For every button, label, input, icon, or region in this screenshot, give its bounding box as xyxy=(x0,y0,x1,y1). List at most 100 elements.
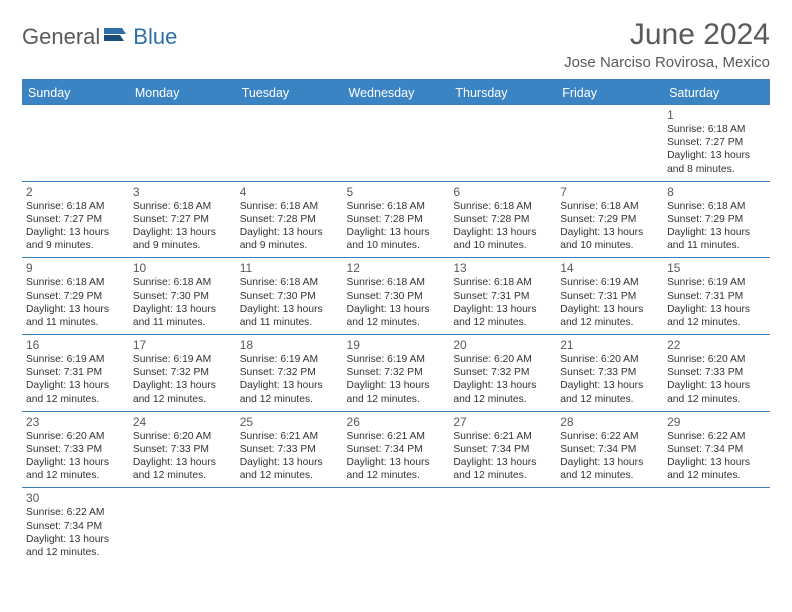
day-info: Sunrise: 6:19 AMSunset: 7:31 PMDaylight:… xyxy=(667,276,766,329)
day-number: 16 xyxy=(26,338,125,352)
day-info: Sunrise: 6:22 AMSunset: 7:34 PMDaylight:… xyxy=(560,430,659,483)
calendar-cell: 23Sunrise: 6:20 AMSunset: 7:33 PMDayligh… xyxy=(22,411,129,488)
brand-text-1: General xyxy=(22,24,100,50)
calendar-cell: 1Sunrise: 6:18 AMSunset: 7:27 PMDaylight… xyxy=(663,105,770,181)
calendar-row: 30Sunrise: 6:22 AMSunset: 7:34 PMDayligh… xyxy=(22,488,770,564)
calendar-cell: 29Sunrise: 6:22 AMSunset: 7:34 PMDayligh… xyxy=(663,411,770,488)
day-info: Sunrise: 6:18 AMSunset: 7:29 PMDaylight:… xyxy=(560,200,659,253)
calendar-cell: 5Sunrise: 6:18 AMSunset: 7:28 PMDaylight… xyxy=(343,181,450,258)
day-number: 20 xyxy=(453,338,552,352)
calendar-cell: 17Sunrise: 6:19 AMSunset: 7:32 PMDayligh… xyxy=(129,335,236,412)
day-info: Sunrise: 6:18 AMSunset: 7:27 PMDaylight:… xyxy=(667,123,766,176)
day-info: Sunrise: 6:18 AMSunset: 7:28 PMDaylight:… xyxy=(240,200,339,253)
day-number: 14 xyxy=(560,261,659,275)
calendar-cell: 28Sunrise: 6:22 AMSunset: 7:34 PMDayligh… xyxy=(556,411,663,488)
day-number: 6 xyxy=(453,185,552,199)
day-number: 7 xyxy=(560,185,659,199)
brand-logo: General Blue xyxy=(22,24,177,50)
day-info: Sunrise: 6:19 AMSunset: 7:32 PMDaylight:… xyxy=(240,353,339,406)
day-info: Sunrise: 6:18 AMSunset: 7:29 PMDaylight:… xyxy=(667,200,766,253)
month-title: June 2024 xyxy=(564,18,770,52)
title-block: June 2024 Jose Narciso Rovirosa, Mexico xyxy=(564,18,770,71)
calendar-cell xyxy=(129,105,236,181)
calendar-cell xyxy=(663,488,770,564)
day-number: 22 xyxy=(667,338,766,352)
calendar-cell xyxy=(343,488,450,564)
day-number: 30 xyxy=(26,491,125,505)
day-number: 24 xyxy=(133,415,232,429)
day-number: 1 xyxy=(667,108,766,122)
day-number: 4 xyxy=(240,185,339,199)
day-number: 10 xyxy=(133,261,232,275)
day-info: Sunrise: 6:18 AMSunset: 7:31 PMDaylight:… xyxy=(453,276,552,329)
calendar-cell: 7Sunrise: 6:18 AMSunset: 7:29 PMDaylight… xyxy=(556,181,663,258)
calendar-cell xyxy=(129,488,236,564)
calendar-cell: 4Sunrise: 6:18 AMSunset: 7:28 PMDaylight… xyxy=(236,181,343,258)
calendar-row: 16Sunrise: 6:19 AMSunset: 7:31 PMDayligh… xyxy=(22,335,770,412)
calendar-cell xyxy=(449,105,556,181)
weekday-header: Monday xyxy=(129,80,236,105)
calendar-row: 1Sunrise: 6:18 AMSunset: 7:27 PMDaylight… xyxy=(22,105,770,181)
day-number: 28 xyxy=(560,415,659,429)
day-info: Sunrise: 6:19 AMSunset: 7:32 PMDaylight:… xyxy=(133,353,232,406)
calendar-cell: 26Sunrise: 6:21 AMSunset: 7:34 PMDayligh… xyxy=(343,411,450,488)
calendar-cell xyxy=(236,488,343,564)
day-info: Sunrise: 6:20 AMSunset: 7:33 PMDaylight:… xyxy=(560,353,659,406)
calendar-body: 1Sunrise: 6:18 AMSunset: 7:27 PMDaylight… xyxy=(22,105,770,564)
weekday-header: Wednesday xyxy=(343,80,450,105)
day-number: 23 xyxy=(26,415,125,429)
day-number: 18 xyxy=(240,338,339,352)
day-info: Sunrise: 6:18 AMSunset: 7:27 PMDaylight:… xyxy=(133,200,232,253)
calendar-cell: 22Sunrise: 6:20 AMSunset: 7:33 PMDayligh… xyxy=(663,335,770,412)
calendar-row: 23Sunrise: 6:20 AMSunset: 7:33 PMDayligh… xyxy=(22,411,770,488)
calendar-cell: 25Sunrise: 6:21 AMSunset: 7:33 PMDayligh… xyxy=(236,411,343,488)
day-info: Sunrise: 6:18 AMSunset: 7:27 PMDaylight:… xyxy=(26,200,125,253)
day-number: 5 xyxy=(347,185,446,199)
day-number: 15 xyxy=(667,261,766,275)
calendar-cell xyxy=(556,488,663,564)
day-info: Sunrise: 6:19 AMSunset: 7:31 PMDaylight:… xyxy=(560,276,659,329)
weekday-header: Sunday xyxy=(22,80,129,105)
brand-text-2: Blue xyxy=(133,24,177,50)
day-info: Sunrise: 6:22 AMSunset: 7:34 PMDaylight:… xyxy=(26,506,125,559)
day-info: Sunrise: 6:21 AMSunset: 7:33 PMDaylight:… xyxy=(240,430,339,483)
calendar-head: SundayMondayTuesdayWednesdayThursdayFrid… xyxy=(22,80,770,105)
calendar-table: SundayMondayTuesdayWednesdayThursdayFrid… xyxy=(22,79,770,564)
calendar-cell: 13Sunrise: 6:18 AMSunset: 7:31 PMDayligh… xyxy=(449,258,556,335)
day-info: Sunrise: 6:19 AMSunset: 7:31 PMDaylight:… xyxy=(26,353,125,406)
calendar-cell: 10Sunrise: 6:18 AMSunset: 7:30 PMDayligh… xyxy=(129,258,236,335)
day-info: Sunrise: 6:19 AMSunset: 7:32 PMDaylight:… xyxy=(347,353,446,406)
calendar-row: 9Sunrise: 6:18 AMSunset: 7:29 PMDaylight… xyxy=(22,258,770,335)
calendar-cell: 9Sunrise: 6:18 AMSunset: 7:29 PMDaylight… xyxy=(22,258,129,335)
calendar-cell xyxy=(449,488,556,564)
calendar-cell: 18Sunrise: 6:19 AMSunset: 7:32 PMDayligh… xyxy=(236,335,343,412)
calendar-cell xyxy=(236,105,343,181)
calendar-cell: 8Sunrise: 6:18 AMSunset: 7:29 PMDaylight… xyxy=(663,181,770,258)
calendar-cell xyxy=(343,105,450,181)
day-number: 26 xyxy=(347,415,446,429)
day-info: Sunrise: 6:20 AMSunset: 7:33 PMDaylight:… xyxy=(667,353,766,406)
day-number: 12 xyxy=(347,261,446,275)
day-number: 27 xyxy=(453,415,552,429)
day-number: 2 xyxy=(26,185,125,199)
day-info: Sunrise: 6:20 AMSunset: 7:32 PMDaylight:… xyxy=(453,353,552,406)
calendar-row: 2Sunrise: 6:18 AMSunset: 7:27 PMDaylight… xyxy=(22,181,770,258)
day-info: Sunrise: 6:20 AMSunset: 7:33 PMDaylight:… xyxy=(26,430,125,483)
calendar-cell xyxy=(556,105,663,181)
page-header: General Blue June 2024 Jose Narciso Rovi… xyxy=(22,18,770,71)
calendar-cell: 15Sunrise: 6:19 AMSunset: 7:31 PMDayligh… xyxy=(663,258,770,335)
day-info: Sunrise: 6:18 AMSunset: 7:29 PMDaylight:… xyxy=(26,276,125,329)
day-info: Sunrise: 6:21 AMSunset: 7:34 PMDaylight:… xyxy=(347,430,446,483)
calendar-cell: 3Sunrise: 6:18 AMSunset: 7:27 PMDaylight… xyxy=(129,181,236,258)
calendar-cell: 21Sunrise: 6:20 AMSunset: 7:33 PMDayligh… xyxy=(556,335,663,412)
day-number: 25 xyxy=(240,415,339,429)
weekday-row: SundayMondayTuesdayWednesdayThursdayFrid… xyxy=(22,80,770,105)
calendar-cell: 30Sunrise: 6:22 AMSunset: 7:34 PMDayligh… xyxy=(22,488,129,564)
day-number: 13 xyxy=(453,261,552,275)
calendar-cell: 6Sunrise: 6:18 AMSunset: 7:28 PMDaylight… xyxy=(449,181,556,258)
day-number: 8 xyxy=(667,185,766,199)
calendar-cell: 16Sunrise: 6:19 AMSunset: 7:31 PMDayligh… xyxy=(22,335,129,412)
calendar-cell: 20Sunrise: 6:20 AMSunset: 7:32 PMDayligh… xyxy=(449,335,556,412)
calendar-cell: 24Sunrise: 6:20 AMSunset: 7:33 PMDayligh… xyxy=(129,411,236,488)
day-info: Sunrise: 6:18 AMSunset: 7:28 PMDaylight:… xyxy=(453,200,552,253)
